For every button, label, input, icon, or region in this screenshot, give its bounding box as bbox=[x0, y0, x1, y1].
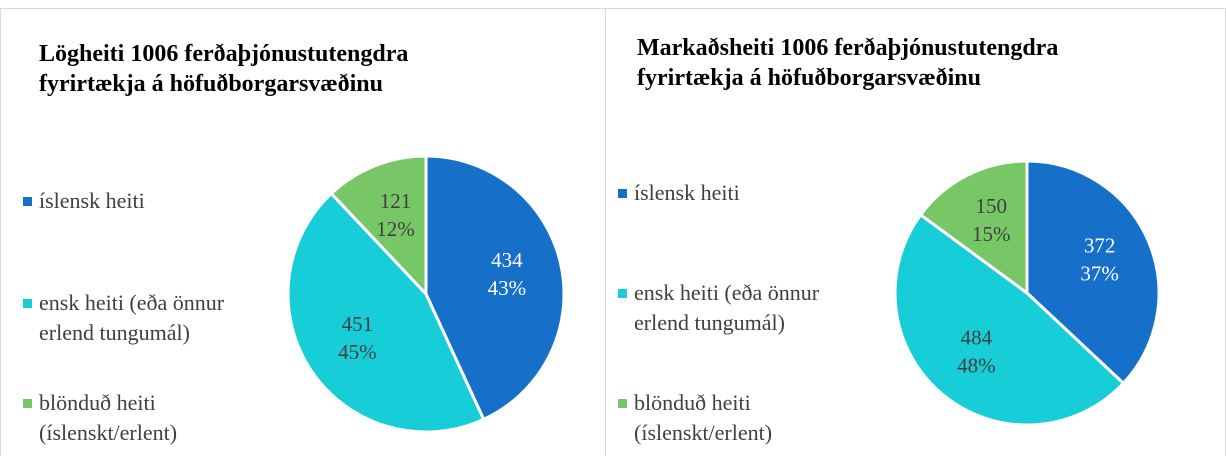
percent-label: 45% bbox=[338, 340, 377, 364]
pie-slice bbox=[1025, 159, 1161, 386]
legend-entry: blönduð heiti (íslenskt/erlent) bbox=[23, 388, 269, 448]
legend-entry: íslensk heiti bbox=[618, 178, 864, 208]
legend-label: blönduð heiti (íslenskt/erlent) bbox=[39, 390, 178, 445]
legend-entry: ensk heiti (eða önnur erlend tungumál) bbox=[23, 288, 269, 348]
legend-label: blönduð heiti (íslenskt/erlent) bbox=[634, 390, 773, 445]
value-label: 372 bbox=[1084, 233, 1116, 257]
value-label: 150 bbox=[975, 194, 1007, 218]
legend-label: íslensk heiti bbox=[39, 188, 145, 213]
pie-slice bbox=[893, 212, 1126, 427]
percent-label: 37% bbox=[1080, 261, 1119, 285]
legend-entry: ensk heiti (eða önnur erlend tungumál) bbox=[618, 278, 864, 338]
value-label: 484 bbox=[961, 326, 993, 350]
value-label: 121 bbox=[380, 189, 412, 213]
legend-label: ensk heiti (eða önnur erlend tungumál) bbox=[634, 280, 820, 335]
legend-swatch bbox=[23, 299, 32, 308]
chart-title: Markaðsheiti 1006 ferðaþjónustutengdra f… bbox=[637, 35, 1059, 91]
legend-entry: íslensk heiti bbox=[23, 186, 269, 216]
percent-label: 48% bbox=[957, 354, 996, 378]
value-label: 434 bbox=[491, 248, 523, 272]
pie-slice bbox=[286, 191, 486, 434]
pie-chart: 434 43% 451 45% 121 12% bbox=[286, 154, 566, 434]
chart-panel: 434 43% 451 45% 121 12% Lögheiti 1006 ferðaþjó… bbox=[0, 8, 606, 456]
pie-chart: 372 37% 484 48% 150 15% bbox=[893, 159, 1161, 427]
legend-swatch bbox=[618, 399, 627, 408]
percent-label: 12% bbox=[376, 217, 415, 241]
pie-slice bbox=[329, 154, 428, 298]
percent-label: 15% bbox=[972, 222, 1011, 246]
chart-panel: 372 37% 484 48% 150 15% Markaðsheiti 1006 ferð… bbox=[605, 8, 1226, 456]
percent-label: 43% bbox=[488, 276, 527, 300]
pie-slice bbox=[918, 159, 1029, 296]
legend-label: ensk heiti (eða önnur erlend tungumál) bbox=[39, 290, 225, 345]
legend-swatch bbox=[23, 197, 32, 206]
legend-entry: blönduð heiti (íslenskt/erlent) bbox=[618, 388, 864, 448]
pie-slice bbox=[424, 154, 566, 422]
legend-swatch bbox=[618, 189, 627, 198]
chart-title: Lögheiti 1006 ferðaþjónustutengdra fyrir… bbox=[39, 41, 409, 97]
value-label: 451 bbox=[342, 312, 374, 336]
legend-label: íslensk heiti bbox=[634, 180, 740, 205]
legend-swatch bbox=[618, 289, 627, 298]
legend-swatch bbox=[23, 399, 32, 408]
